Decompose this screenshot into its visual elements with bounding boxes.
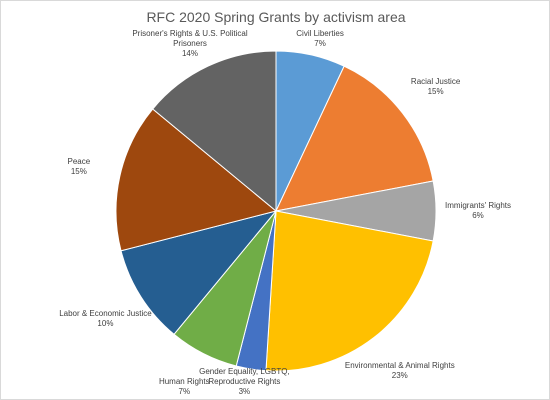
slice-label: Immigrants' Rights 6% [418,201,538,221]
slice-label: Environmental & Animal Rights 23% [340,361,460,381]
category-label: Immigrants' Rights [445,201,511,210]
value-label: 23% [391,370,408,380]
category-label: Human Rights [158,377,210,386]
value-label: 7% [314,39,326,48]
pie-slice [152,50,277,213]
slice-label: Prisoner's Rights & U.S. Political Priso… [130,29,250,59]
pie-slice [275,65,434,212]
slice-label: Racial Justice 15% [376,77,496,97]
value-label: 6% [472,211,484,220]
category-label: Gender Equality, LGBTQ, Reproductive Rig… [199,367,290,386]
chart-title: RFC 2020 Spring Grants by activism area [146,9,406,25]
value-label: 15% [70,166,87,176]
category-label: Racial Justice [410,77,461,87]
value-label: 3% [238,387,251,396]
slice-label: Gender Equality, LGBTQ, Reproductive Rig… [184,367,304,397]
slice-label: Human Rights 7% [124,377,244,397]
pie-slice [265,210,434,372]
pie-slice [115,108,278,252]
category-label: Civil Liberties [296,29,344,38]
slice-label: Peace 15% [19,157,139,177]
value-label: 7% [178,387,191,396]
category-label: Environmental & Animal Rights [344,360,455,370]
slice-label: Civil Liberties 7% [260,29,380,49]
value-label: 14% [181,49,198,58]
category-label: Labor & Economic Justice [59,309,152,319]
slice-label: Labor & Economic Justice 10% [45,309,165,329]
value-label: 10% [97,319,114,329]
value-label: 15% [427,87,444,97]
category-label: Prisoner's Rights & U.S. Political Priso… [132,29,248,48]
pie-slice [120,210,278,335]
category-label: Peace [67,156,91,166]
